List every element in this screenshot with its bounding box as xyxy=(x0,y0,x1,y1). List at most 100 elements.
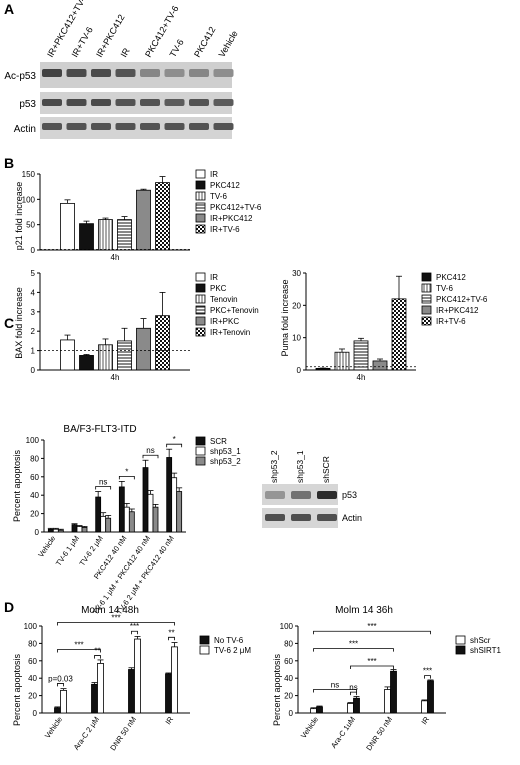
blot-band xyxy=(91,99,111,106)
chart-c-bar xyxy=(142,467,149,533)
panel-letter-d: D xyxy=(4,599,14,615)
chart-c-bar xyxy=(176,491,183,533)
bax-legend-swatch xyxy=(195,294,206,304)
p21-bar xyxy=(136,189,151,251)
bax-legend-swatch xyxy=(195,327,206,337)
p21-legend-swatch xyxy=(195,191,206,201)
chart-c-legend-label: shp53_2 xyxy=(210,457,241,466)
chart-c-legend-swatch xyxy=(195,456,206,466)
panel-letter-b: B xyxy=(4,155,14,171)
puma-y-tick-label: 0 xyxy=(297,366,302,375)
bax-legend-label: PKC+Tenovin xyxy=(210,306,259,315)
chart-d-right-bar xyxy=(310,708,317,714)
blot-band xyxy=(140,99,160,106)
chart-d-right-x-tick-label: DNR 50 nM xyxy=(364,715,394,752)
blot-c-row-label: Actin xyxy=(342,513,362,523)
puma-bar xyxy=(353,340,369,371)
bax-y-tick-label: 1 xyxy=(31,347,36,356)
chart-c-bar xyxy=(128,511,135,533)
blot-band xyxy=(140,123,160,130)
chart-d-left-x-tick-label: Ara-C 2 μM xyxy=(72,715,101,752)
chart-d-right-sig-bracket xyxy=(350,665,394,670)
chart-c-y-tick-label: 40 xyxy=(30,491,39,500)
chart-c-sig-bracket xyxy=(118,476,135,480)
chart-d-left-sig-bracket xyxy=(57,622,175,626)
blot-band xyxy=(213,123,234,130)
chart-c-sig-bracket xyxy=(142,454,159,459)
bax-legend-swatch xyxy=(195,283,206,293)
blot-band xyxy=(42,69,62,77)
chart-d-left-sig-label: *** xyxy=(111,614,120,623)
puma-bar xyxy=(391,298,407,371)
puma-legend-swatch xyxy=(421,294,432,304)
bax-legend-label: IR+PKC xyxy=(210,317,239,326)
p21-legend-swatch xyxy=(195,202,206,212)
p21-legend-label: IR xyxy=(210,170,218,179)
bax-bar xyxy=(155,315,170,371)
p21-ylabel: p21 fold increase xyxy=(14,182,24,251)
blot-band xyxy=(115,99,136,106)
chart-c-title: BA/F3-FLT3-ITD xyxy=(63,424,136,435)
lane-label: IR+TV-6 xyxy=(70,25,95,59)
chart-d-left-y-tick-label: 100 xyxy=(24,622,38,631)
chart-c-sig-bracket xyxy=(95,486,112,490)
bax-y-tick-label: 2 xyxy=(31,327,36,336)
chart-c-bar xyxy=(123,506,130,533)
blot-c-row-label: p53 xyxy=(342,490,357,500)
chart-d-left-bar xyxy=(171,646,178,714)
chart-d-left-ylabel: Percent apoptosis xyxy=(12,653,22,726)
puma-legend-swatch xyxy=(421,272,432,282)
chart-d-right-x-tick-label: IR xyxy=(419,715,431,727)
chart-d-right-sig-label: *** xyxy=(367,657,376,666)
chart-d-left-sig-bracket xyxy=(57,649,101,653)
chart-d-right-bar xyxy=(347,703,354,714)
bax-legend-label: IR+Tenovin xyxy=(210,328,250,337)
chart-d-right-bar xyxy=(390,670,397,714)
blot-band xyxy=(213,99,234,106)
puma-y-tick-label: 10 xyxy=(292,334,301,343)
chart-d-right-x-tick-label: Vehicle xyxy=(299,715,320,740)
chart-c-bar xyxy=(76,526,83,533)
chart-c-sig-label: ns xyxy=(99,478,107,487)
bax-ylabel: BAX fold increase xyxy=(14,287,24,359)
puma-legend-swatch xyxy=(421,316,432,326)
lane-label: Vehicle xyxy=(217,29,240,59)
chart-c-y-tick-label: 60 xyxy=(30,473,39,482)
chart-c-bar xyxy=(118,486,125,533)
chart-c-y-tick-label: 100 xyxy=(26,436,40,445)
puma-x-tick-label: 4h xyxy=(357,373,366,382)
chart-c-legend-label: SCR xyxy=(210,437,227,446)
chart-d-left-sig-bracket xyxy=(168,636,175,641)
chart-c-y-tick-label: 0 xyxy=(35,528,40,537)
puma-legend-swatch xyxy=(421,305,432,315)
chart-d-right-sig-bracket xyxy=(350,691,357,696)
chart-d-left-sig-label: *** xyxy=(74,640,83,649)
p21-legend-label: PKC412 xyxy=(210,181,240,190)
p21-y-tick-label: 0 xyxy=(31,246,36,255)
chart-d-right-y-tick-label: 0 xyxy=(289,709,294,718)
bax-y-tick-label: 0 xyxy=(31,366,36,375)
puma-legend-label: PKC412 xyxy=(436,273,466,282)
bax-legend-swatch xyxy=(195,316,206,326)
chart-d-right-sig-label: ns xyxy=(331,681,339,690)
chart-c-y-tick-label: 80 xyxy=(30,454,39,463)
chart-d-left-bar xyxy=(97,663,104,714)
chart-c-legend-swatch xyxy=(195,436,206,446)
bax-bar xyxy=(136,327,151,371)
chart-d-right-bar xyxy=(384,689,391,714)
chart-d-left-y-tick-label: 20 xyxy=(28,692,37,701)
p21-y-tick-label: 150 xyxy=(22,170,36,179)
chart-c-sig-label: * xyxy=(125,467,128,476)
blot-band xyxy=(189,99,209,106)
blot-band xyxy=(317,514,337,521)
chart-c-bar xyxy=(81,527,88,533)
chart-d-right: Molm 14 36h Percent apoptosis 0 20 40 60 80 1… xyxy=(272,605,502,752)
p21-legend-label: IR+PKC412 xyxy=(210,214,253,223)
chart-d-right-y-tick-label: 60 xyxy=(284,657,293,666)
chart-d-right-y-tick-label: 100 xyxy=(280,622,294,631)
chart-d-left-x-tick-label: IR xyxy=(163,715,175,727)
chart-d-left-bar xyxy=(165,673,172,714)
chart-d-right-bar xyxy=(427,680,434,714)
p21-legend-swatch xyxy=(195,180,206,190)
chart-d-right-bar xyxy=(353,697,360,714)
